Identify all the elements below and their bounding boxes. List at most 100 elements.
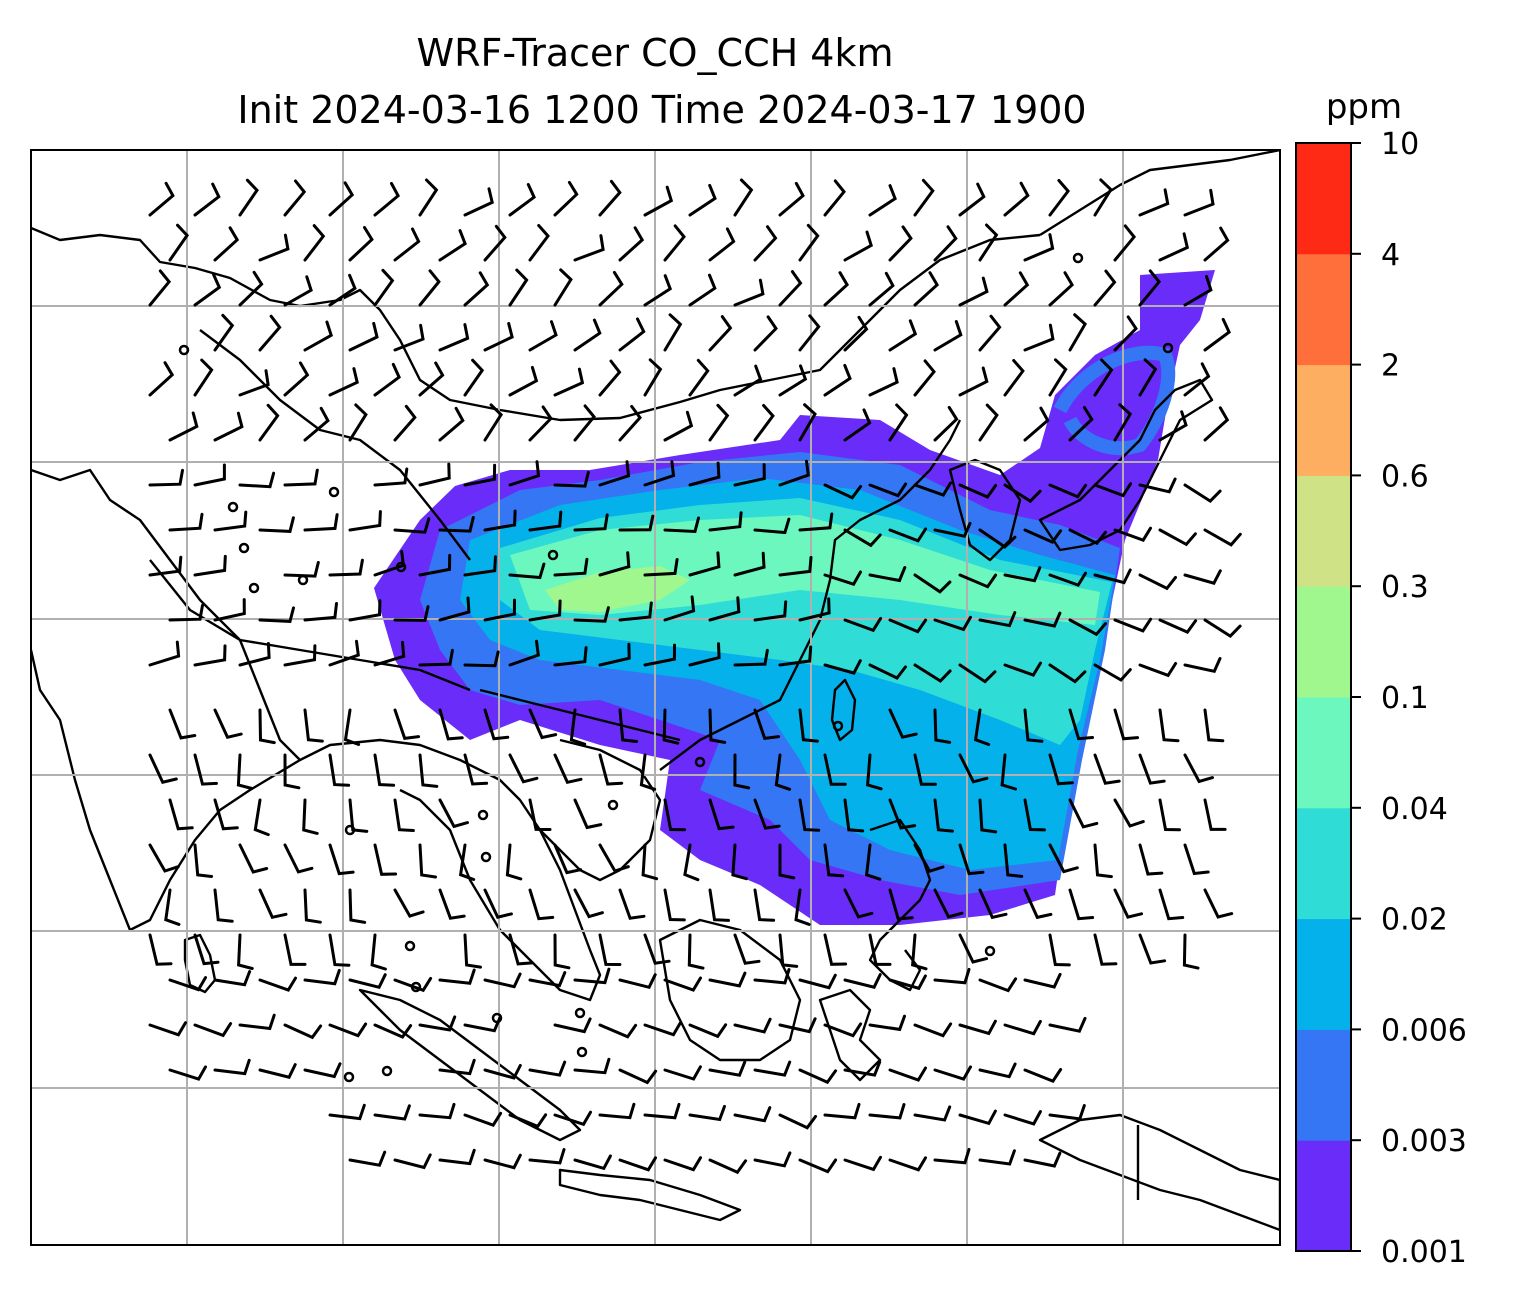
wind-barb [283, 933, 307, 966]
wind-barb [393, 404, 417, 442]
wind-barb [573, 1057, 611, 1075]
plume-level-6 [545, 566, 690, 612]
wind-barb [753, 404, 775, 442]
wind-barb [798, 314, 821, 352]
wind-barb [303, 320, 334, 352]
wind-barb [148, 361, 175, 397]
wind-barb [164, 888, 181, 926]
wind-barb [283, 1023, 323, 1040]
wind-barb [978, 611, 1017, 628]
wind-barb [866, 753, 883, 791]
wind-barb [868, 1103, 906, 1120]
wind-barb [618, 601, 653, 622]
wind-barb [598, 270, 624, 307]
calm-wind-circle [547, 549, 559, 561]
wind-barb [753, 1151, 792, 1168]
wind-barb [463, 650, 500, 668]
wind-barb [258, 233, 290, 262]
wind-barb [843, 973, 882, 989]
wind-barb [888, 1066, 927, 1082]
wind-barb [643, 1021, 682, 1037]
wind-barb [302, 798, 319, 835]
wind-barb [913, 1105, 952, 1122]
wind-barb [168, 708, 197, 740]
wind-barb [913, 359, 936, 397]
wind-barb [303, 602, 338, 622]
wind-barb [528, 510, 563, 532]
wind-barb [258, 976, 297, 992]
wind-barb [662, 708, 680, 745]
wind-barb [1203, 798, 1227, 831]
wind-barb [1138, 358, 1158, 397]
colorbar-tick-label: 0.001 [1381, 1235, 1467, 1270]
wind-barb [483, 708, 510, 741]
wind-barb [598, 551, 631, 577]
coast-india [31, 468, 302, 932]
wind-barb [933, 320, 963, 352]
wind-barb [1093, 178, 1113, 217]
wind-barb [823, 753, 847, 786]
wind-barb [328, 1022, 368, 1038]
wind-barb [1023, 323, 1055, 352]
wind-barb [573, 606, 610, 623]
wind-barb [1203, 708, 1225, 743]
wind-barb [393, 605, 430, 622]
wind-barb [663, 888, 686, 922]
wind-barb [868, 184, 897, 217]
wind-barb [418, 1015, 457, 1032]
wind-barb [843, 616, 883, 633]
wind-barb [1158, 528, 1197, 547]
wind-barb [303, 224, 326, 262]
wind-barb [573, 967, 611, 985]
wind-barb [148, 555, 183, 577]
wind-barb [778, 645, 813, 667]
wind-barb [328, 1103, 366, 1121]
wind-barb [958, 933, 989, 964]
wind-barb [913, 481, 952, 497]
wind-barb [393, 1153, 432, 1170]
wind-barb [618, 1156, 657, 1172]
wind-barb [348, 321, 379, 352]
wind-barb [483, 322, 514, 352]
wind-barb [978, 1149, 1016, 1166]
wind-barb [753, 1060, 792, 1077]
map-frame [30, 149, 1281, 1246]
wind-barb [348, 599, 382, 622]
wind-barb [978, 888, 1008, 920]
wind-barb [913, 573, 952, 594]
plume-vortex-ring [1053, 345, 1176, 456]
wind-barb [213, 411, 244, 442]
wind-barb [978, 798, 998, 834]
wind-barb [708, 1060, 747, 1077]
wind-barb [213, 313, 235, 352]
wind-barb [663, 516, 700, 534]
wind-barb [913, 843, 945, 873]
calm-wind-circle [297, 574, 309, 586]
calm-wind-circle [328, 486, 340, 498]
wind-barb [843, 1060, 882, 1077]
wind-barb [643, 933, 671, 965]
calm-wind-circle [178, 344, 190, 356]
wind-barb [913, 178, 935, 217]
wind-barb [868, 271, 895, 307]
wind-barb [1048, 571, 1087, 587]
wind-barb [508, 562, 546, 580]
wind-barb [573, 234, 605, 262]
wind-barb [823, 271, 850, 307]
calm-wind-circle [238, 542, 250, 554]
wind-barb [688, 1104, 726, 1122]
wind-barb [688, 461, 721, 487]
map-panel [31, 150, 1280, 1245]
wind-barb [1068, 708, 1094, 741]
wind-barb [483, 1153, 522, 1170]
wind-barb [888, 798, 917, 830]
wind-barb [958, 182, 986, 217]
wind-barb [978, 528, 1017, 549]
wind-barb [753, 315, 778, 352]
wind-barb [283, 179, 307, 217]
wind-barb [913, 271, 940, 307]
wind-barb [569, 708, 587, 746]
wind-barb [238, 178, 259, 217]
wind-barb [798, 973, 837, 990]
wind-barb [1138, 662, 1178, 678]
